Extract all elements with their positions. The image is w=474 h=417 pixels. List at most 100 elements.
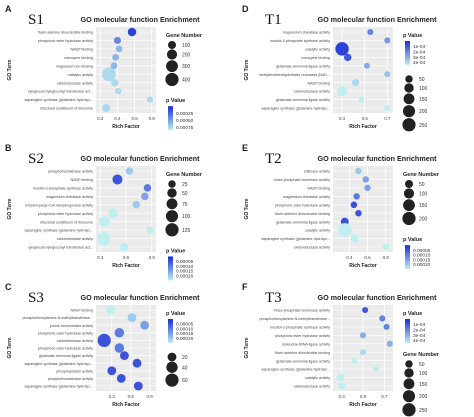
data-point <box>112 174 123 185</box>
data-point <box>97 333 111 347</box>
color-legend-title: p Value <box>403 33 422 39</box>
color-legend-title: p Value <box>403 311 422 317</box>
color-legend-title: p Value <box>166 311 185 317</box>
size-legend-label: 100 <box>182 43 191 49</box>
x-axis-label: Rich Factor <box>112 124 140 130</box>
size-legend-label: 200 <box>419 109 428 115</box>
y-tick-label: glutamate-ammonia ligase activity <box>276 359 330 363</box>
data-point <box>99 216 110 227</box>
y-tick-label: triose-phosphate isomerase activity <box>274 309 331 313</box>
y-tick-label: phosphofructokinase activity <box>48 170 93 174</box>
x-axis-label: Rich Factor <box>349 402 377 408</box>
data-point <box>384 71 391 78</box>
y-tick-label: oxidoreductase activity <box>294 385 331 389</box>
size-legend-label: 150 <box>419 382 428 388</box>
size-legend-label: 100 <box>419 86 428 92</box>
size-legend-label: 250 <box>419 408 428 414</box>
panel-letter: A <box>5 4 12 14</box>
color-legend-bar <box>405 41 410 65</box>
data-point <box>105 305 116 315</box>
data-point <box>353 193 360 200</box>
y-tick-label: phosphoric ester hydrolase activity <box>38 331 93 335</box>
y-tick-label: phosphoprotein activity <box>56 369 93 373</box>
sample-label: S3 <box>28 290 44 306</box>
data-point <box>102 104 111 112</box>
y-tick-label: catalytic activity <box>305 229 330 233</box>
size-legend-label: 40 <box>182 365 188 371</box>
size-legend-circle <box>165 373 179 387</box>
x-tick-label: 0.9 <box>149 255 156 260</box>
data-point <box>372 366 379 373</box>
data-point <box>133 381 143 391</box>
y-tick-label: phosphoric ester hydrolase activity <box>275 203 330 207</box>
chart-title: GO molecular function Enrichment <box>80 15 200 24</box>
sample-label: S1 <box>28 12 44 28</box>
data-point <box>379 315 386 322</box>
y-tick-label: magnesium chelatase activity <box>283 31 330 35</box>
x-tick-label: 0.3 <box>339 116 346 121</box>
size-legend-label: 100 <box>419 192 428 198</box>
color-legend-label: 3e-04 <box>413 55 426 61</box>
color-legend-label: 4e-04 <box>413 338 426 344</box>
size-legend-label: 50 <box>182 191 188 197</box>
y-tick-label: asparagine synthase (glutamine-hydrolyz.… <box>261 368 330 372</box>
data-point <box>336 373 345 382</box>
y-axis-label: GO Term <box>7 337 13 359</box>
chart-title: GO molecular function Enrichment <box>317 293 437 302</box>
y-tick-label: asparagine synthase (glutamine-hydrolyz.… <box>24 229 93 233</box>
y-axis-label: GO Term <box>244 198 250 220</box>
color-legend-label: 2e-04 <box>413 49 426 55</box>
data-point <box>384 37 391 44</box>
x-tick-label: 0.7 <box>381 394 388 399</box>
data-point <box>146 96 154 103</box>
chart-title: GO molecular function Enrichment <box>80 154 200 163</box>
size-legend-circle <box>405 180 413 188</box>
y-tick-label: glutamate-ammonia ligase activity <box>276 220 330 224</box>
y-tick-label: phosphoribosylamine-N-methyltransferase.… <box>259 317 330 321</box>
x-tick-label: 0.5 <box>360 394 367 399</box>
x-axis-label: Rich Factor <box>112 263 140 269</box>
size-legend-circle <box>165 223 179 237</box>
color-legend-bar <box>168 106 173 131</box>
data-point <box>114 343 125 353</box>
y-tick-label: oxidoreductase activity <box>57 339 94 343</box>
size-legend-title: Gene Number <box>403 352 440 358</box>
panel-letter: C <box>5 282 12 292</box>
y-tick-label: coenzyme binding <box>301 56 330 60</box>
y-tick-label: glutamate-ammonia ligase activity <box>276 64 330 68</box>
color-legend-label: 0.00005 <box>413 248 431 254</box>
size-legend-circle <box>166 361 178 373</box>
y-tick-label: asparagine synthase (glutamine-hydrolyz.… <box>24 385 93 389</box>
size-legend-label: 100 <box>182 214 191 220</box>
chart-panel-d: D T1 GO molecular function Enrichment magne… <box>242 4 437 132</box>
color-legend-bar <box>168 256 173 281</box>
data-point <box>116 373 126 383</box>
data-point <box>355 167 362 175</box>
y-axis-label: GO Term <box>244 337 250 359</box>
y-tick-label: phosphoric ester hydrolase activity <box>38 347 93 351</box>
data-point <box>146 226 154 234</box>
color-legend-label: 0.00015 <box>176 331 194 337</box>
y-tick-label: inositol-3-phosphate synthase activity <box>270 39 330 43</box>
chart-panel-e: E T2 GO molecular function Enrichment chiti… <box>242 143 440 270</box>
size-legend-circle <box>403 378 415 390</box>
y-tick-label: xyloglucan:xyloglucosyl transferase act.… <box>28 246 93 250</box>
size-legend-title: Gene Number <box>166 172 203 178</box>
size-legend-label: 300 <box>182 64 191 70</box>
y-tick-label: 3-hydroxyacyl-CoA dehydrogenase activity <box>25 203 93 207</box>
chart-panel-f: F T3 GO molecular function Enrichment trios… <box>242 282 440 417</box>
y-tick-label: flavin adenine dinucleotide binding <box>275 351 330 355</box>
color-legend-label: 0.00005 <box>176 322 194 328</box>
color-legend-bar <box>405 319 410 343</box>
y-tick-label: magnesium chelatase activity <box>46 195 93 199</box>
data-point <box>140 320 150 330</box>
chart-panel-a: A S1 GO molecular function Enrichment flavi… <box>5 4 203 131</box>
sample-label: T1 <box>265 12 282 28</box>
y-tick-label: catalytic activity <box>305 47 330 51</box>
y-tick-label: NADP binding <box>70 309 93 313</box>
y-tick-label: catalytic activity <box>68 73 93 77</box>
y-axis-label: GO Term <box>7 198 13 220</box>
size-legend-label: 60 <box>182 378 188 384</box>
data-point <box>359 349 367 356</box>
color-legend-label: 0.00015 <box>413 257 431 263</box>
